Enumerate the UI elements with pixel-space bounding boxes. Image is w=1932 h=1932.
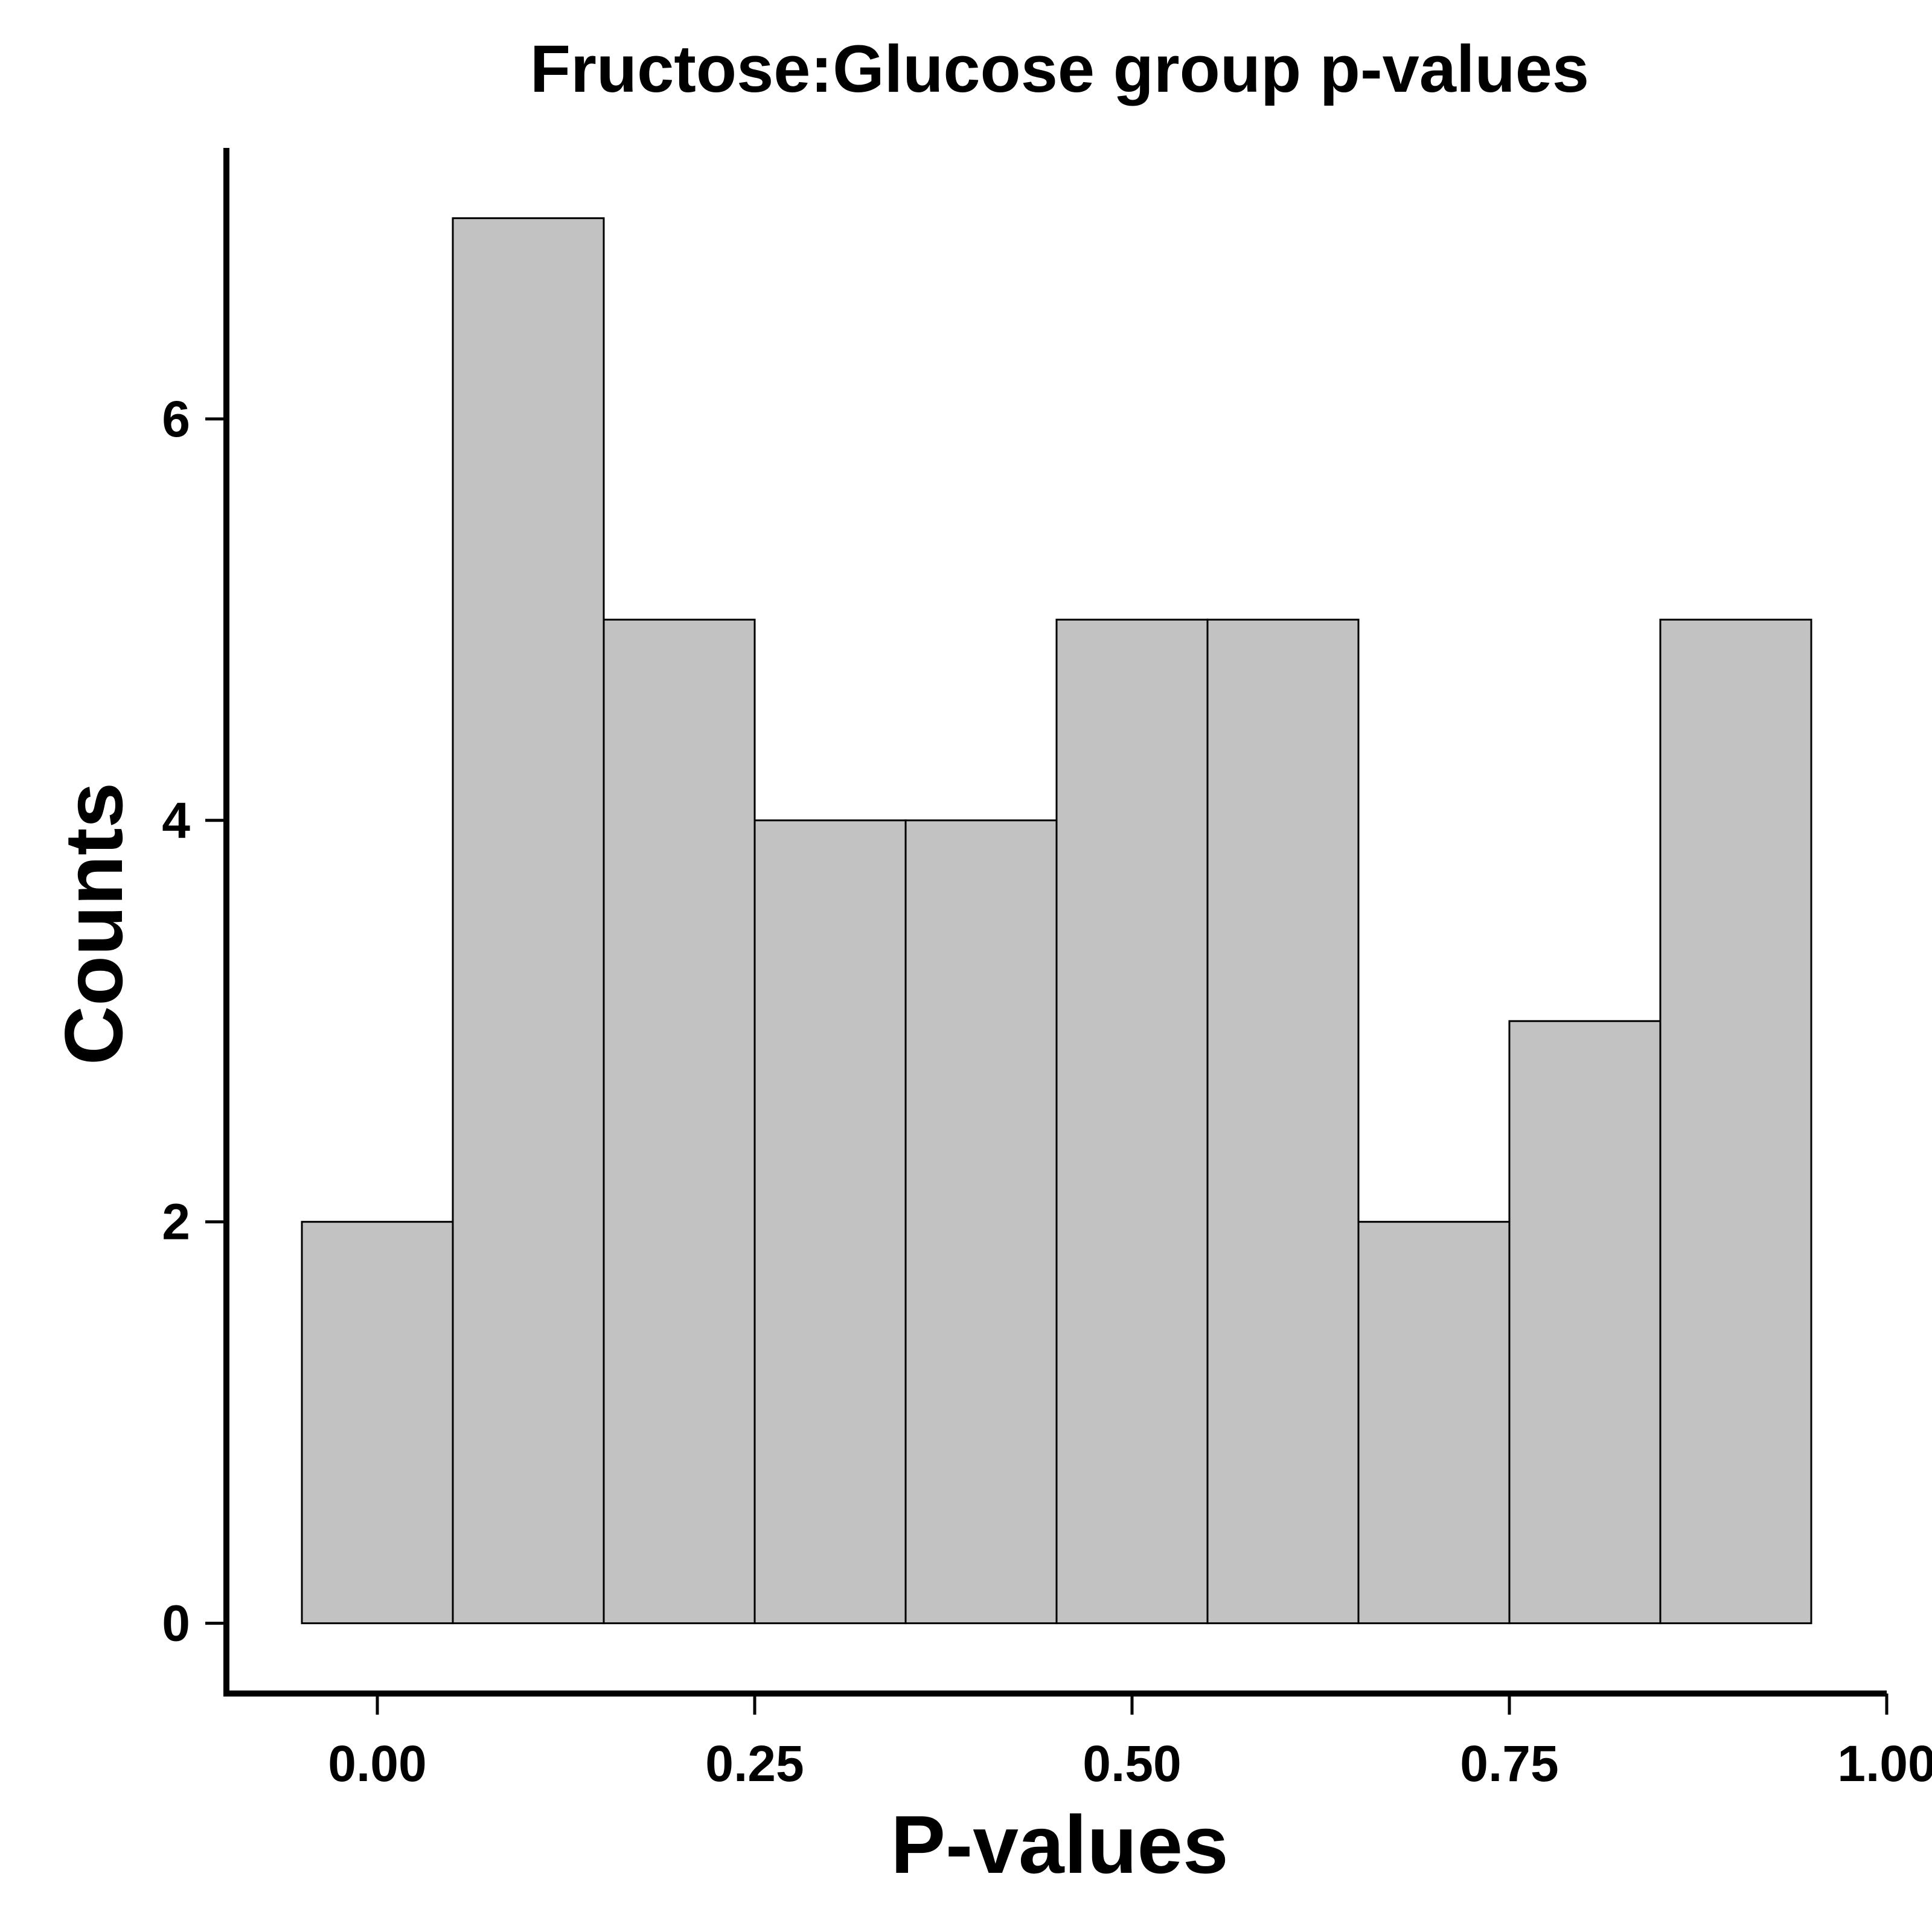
y-tick-label-2: 4	[162, 792, 190, 849]
histogram-bar-1	[452, 217, 605, 1625]
histogram-bar-7	[1357, 1221, 1511, 1625]
y-axis-ticks: 0 2 4 6	[162, 391, 226, 1652]
histogram-bar-5	[1055, 618, 1209, 1625]
histogram-bar-0	[301, 1221, 454, 1625]
x-axis-ticks: 0.00 0.25 0.50 0.75 1.00	[328, 1694, 1932, 1792]
x-tick-label-2: 0.50	[1083, 1735, 1182, 1792]
x-tick-label-0: 0.00	[328, 1735, 427, 1792]
x-tick-label-3: 0.75	[1460, 1735, 1559, 1792]
x-tick-label-1: 0.25	[705, 1735, 804, 1792]
y-tick-label-0: 0	[162, 1595, 190, 1652]
y-tick-label-1: 2	[162, 1194, 190, 1250]
x-axis-title: P-values	[891, 1799, 1228, 1890]
y-tick-label-3: 6	[162, 391, 190, 447]
y-axis-title: Counts	[48, 782, 139, 1065]
histogram-bar-9	[1659, 618, 1812, 1625]
histogram-bar-4	[904, 819, 1058, 1625]
histogram-bar-6	[1206, 618, 1360, 1625]
histogram-bar-8	[1508, 1020, 1662, 1625]
histogram-bar-3	[753, 819, 907, 1625]
histogram-bar-2	[603, 618, 756, 1625]
chart-title: Fructose:Glucose group p-values	[530, 32, 1589, 106]
x-tick-label-4: 1.00	[1837, 1735, 1932, 1792]
bars-group	[301, 217, 1812, 1625]
